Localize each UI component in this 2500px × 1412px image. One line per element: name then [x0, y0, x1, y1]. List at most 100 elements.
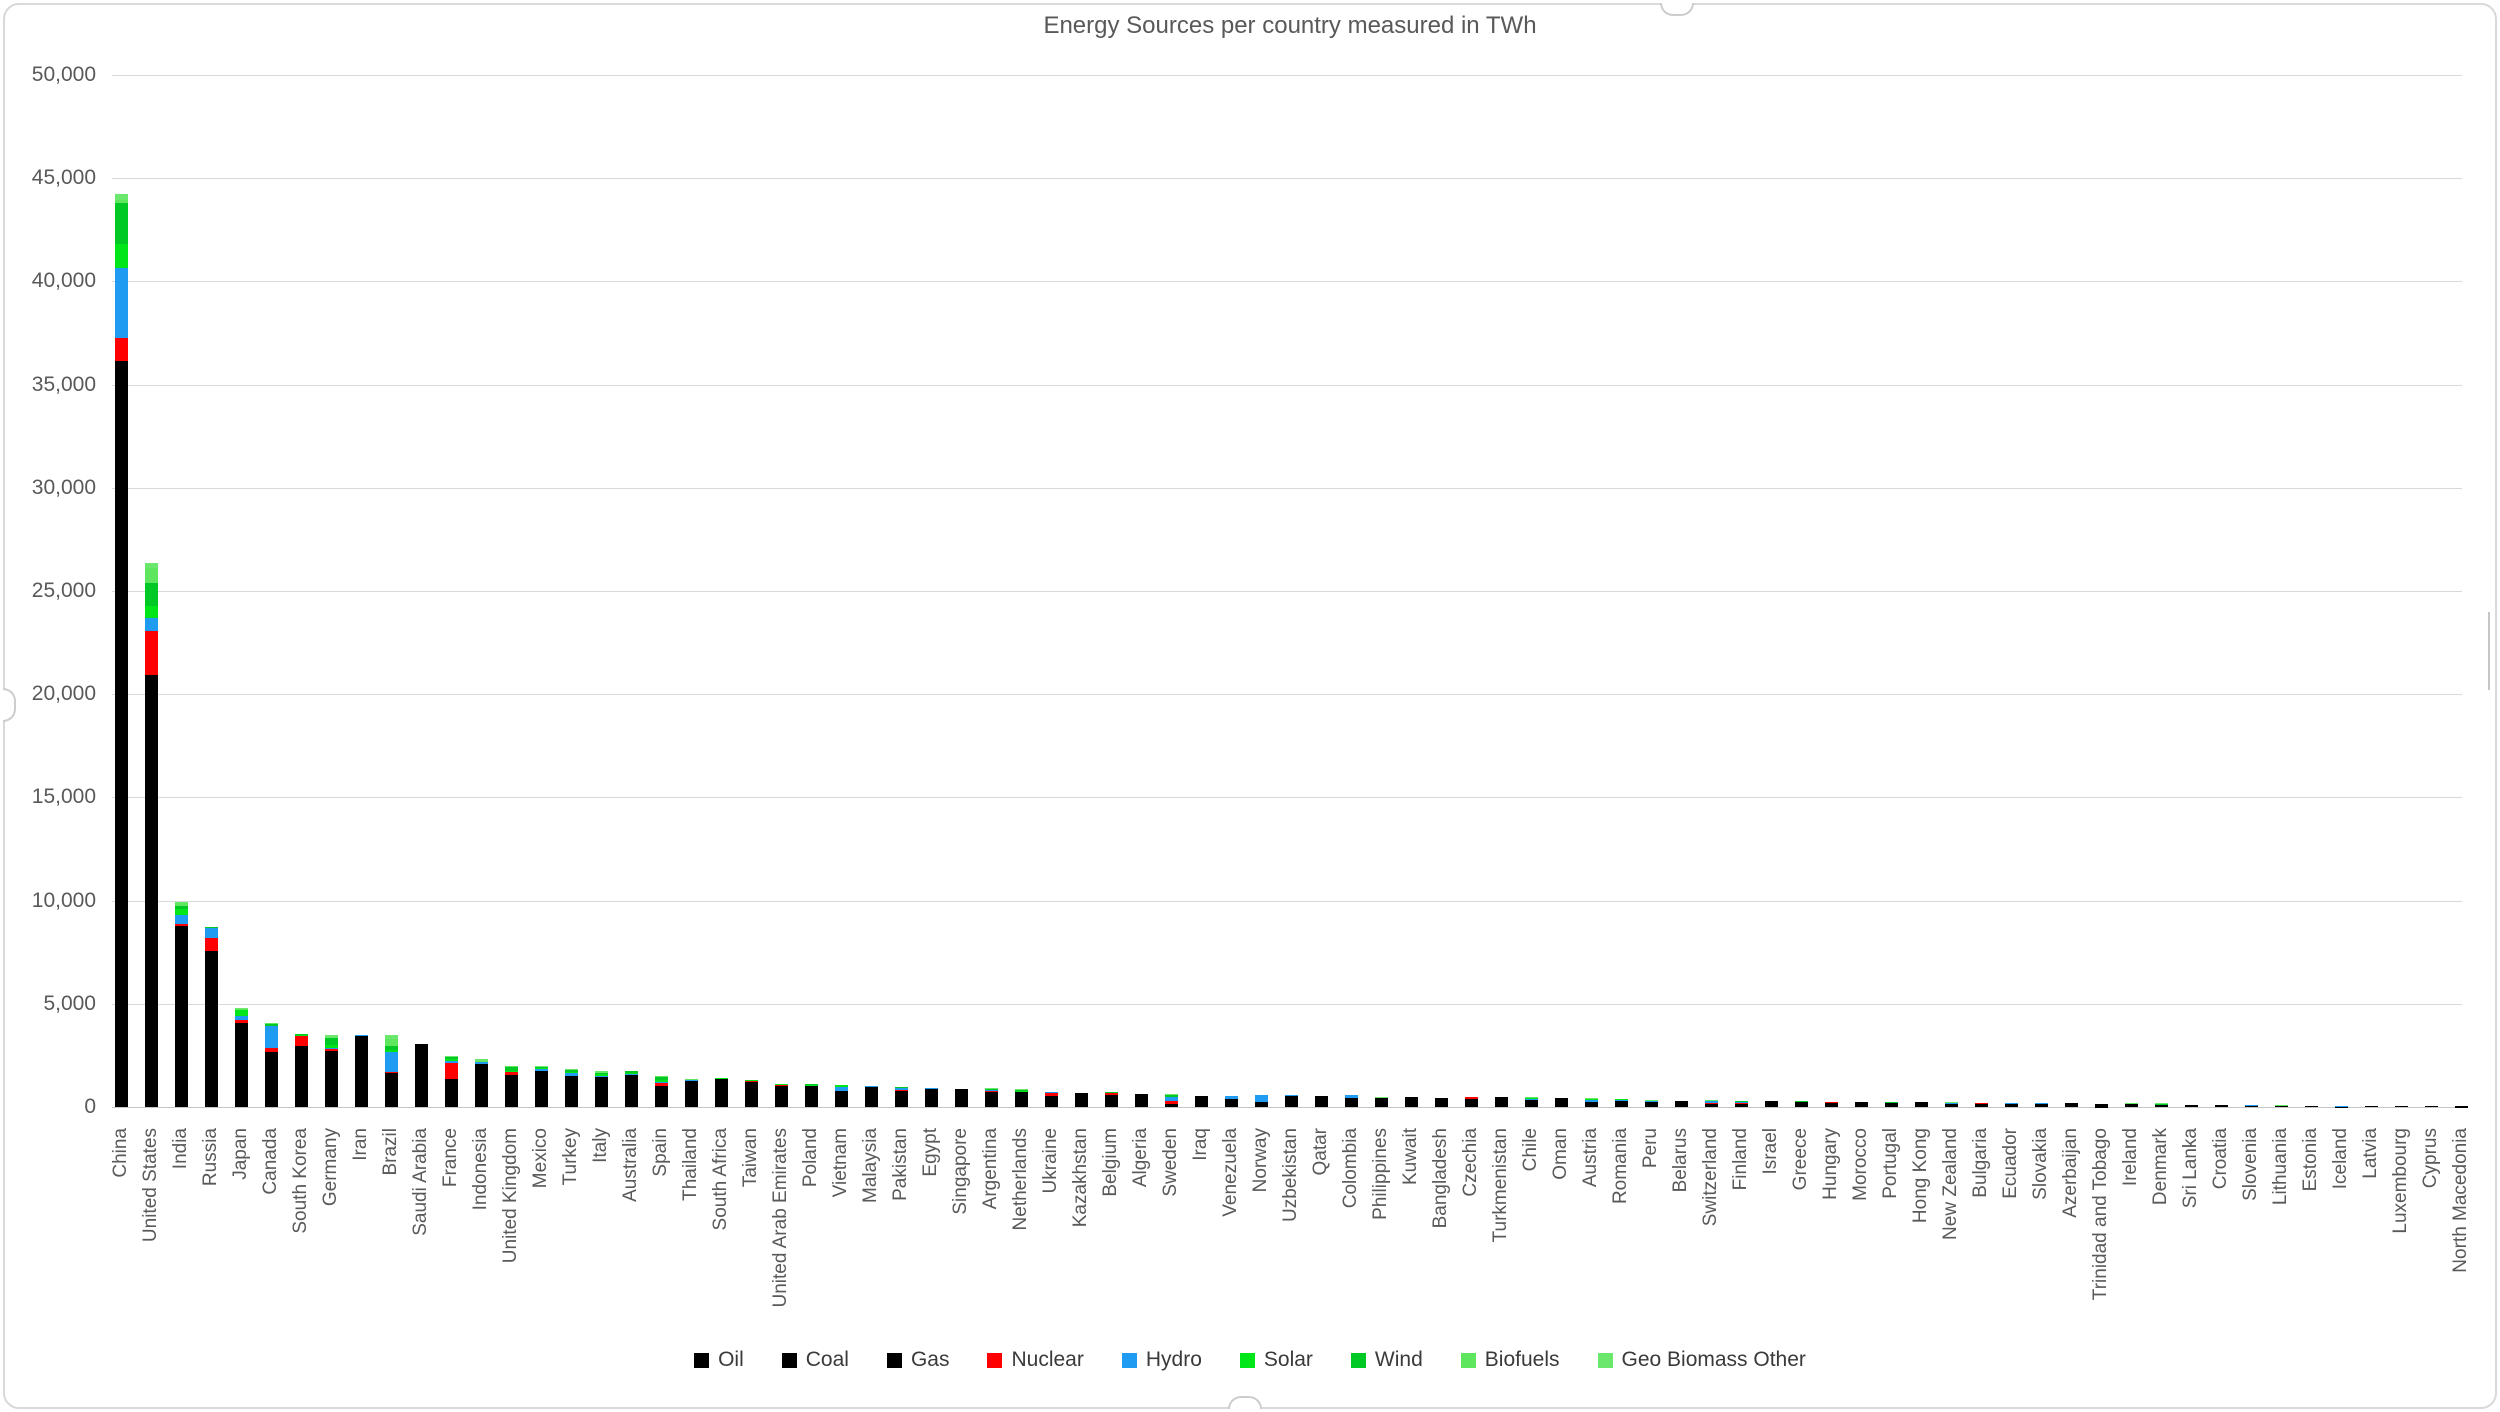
bar-croatia[interactable]: [2214, 1104, 2228, 1107]
bar-united-kingdom[interactable]: [504, 1065, 518, 1107]
bar-hungary[interactable]: [1824, 1101, 1838, 1107]
bar-segment-wind: [114, 202, 128, 245]
selection-handle-right[interactable]: [2488, 612, 2490, 690]
bar-segment-nuclear: [264, 1047, 278, 1053]
bar-greece[interactable]: [1794, 1100, 1808, 1107]
bar-canada[interactable]: [264, 1023, 278, 1107]
bar-sweden[interactable]: [1164, 1094, 1178, 1107]
bar-lithuania[interactable]: [2274, 1105, 2288, 1107]
bar-malaysia[interactable]: [864, 1085, 878, 1107]
bar-azerbaijan[interactable]: [2064, 1103, 2078, 1107]
bar-india[interactable]: [174, 901, 188, 1107]
chart-title[interactable]: Energy Sources per country measured in T…: [1043, 12, 1537, 39]
bar-egypt[interactable]: [924, 1087, 938, 1107]
bar-segment-gas: [2094, 1103, 2108, 1107]
bar-segment-coal: [444, 1087, 458, 1089]
bar-israel[interactable]: [1764, 1101, 1778, 1107]
legend-label: Wind: [1374, 1348, 1423, 1371]
bar-trinidad-and-tobago[interactable]: [2094, 1103, 2108, 1107]
bar-south-korea[interactable]: [294, 1033, 308, 1107]
bar-kazakhstan[interactable]: [1074, 1092, 1088, 1107]
bar-romania[interactable]: [1614, 1099, 1628, 1107]
bar-cyprus[interactable]: [2424, 1106, 2438, 1107]
bar-bangladesh[interactable]: [1434, 1097, 1448, 1107]
bar-china[interactable]: [114, 193, 128, 1107]
bar-iceland[interactable]: [2334, 1105, 2348, 1107]
bar-slovakia[interactable]: [2034, 1103, 2048, 1107]
bar-chile[interactable]: [1524, 1097, 1538, 1107]
bar-brazil[interactable]: [384, 1035, 398, 1107]
bar-poland[interactable]: [804, 1083, 818, 1107]
bar-uzbekistan[interactable]: [1284, 1095, 1298, 1107]
bar-indonesia[interactable]: [474, 1059, 488, 1107]
bar-belarus[interactable]: [1674, 1100, 1688, 1107]
bar-belgium[interactable]: [1104, 1091, 1118, 1107]
legend-item-coal[interactable]: Coal: [781, 1348, 849, 1372]
bar-turkmenistan[interactable]: [1494, 1097, 1508, 1107]
bar-finland[interactable]: [1734, 1100, 1748, 1107]
bar-segment-wind: [714, 1077, 728, 1079]
bar-saudi-arabia[interactable]: [414, 1044, 428, 1107]
bar-oman[interactable]: [1554, 1098, 1568, 1107]
bar-thailand[interactable]: [684, 1078, 698, 1107]
bar-qatar[interactable]: [1314, 1096, 1328, 1107]
bar-north-macedonia[interactable]: [2454, 1106, 2468, 1107]
bar-spain[interactable]: [654, 1075, 668, 1107]
legend-item-wind[interactable]: Wind: [1350, 1348, 1423, 1372]
bar-czechia[interactable]: [1464, 1096, 1478, 1107]
bar-latvia[interactable]: [2364, 1106, 2378, 1107]
x-label-south-africa: South Africa: [710, 1128, 731, 1231]
bar-estonia[interactable]: [2304, 1105, 2318, 1107]
bar-taiwan[interactable]: [744, 1080, 758, 1107]
bar-mexico[interactable]: [534, 1066, 548, 1107]
bar-australia[interactable]: [624, 1070, 638, 1107]
bar-denmark[interactable]: [2154, 1103, 2168, 1107]
bar-slovenia[interactable]: [2244, 1105, 2258, 1107]
bar-united-states[interactable]: [144, 563, 158, 1107]
bar-colombia[interactable]: [1344, 1094, 1358, 1107]
legend-item-hydro[interactable]: Hydro: [1121, 1348, 1202, 1372]
bar-algeria[interactable]: [1134, 1093, 1148, 1107]
bar-iran[interactable]: [354, 1034, 368, 1107]
bar-argentina[interactable]: [984, 1088, 998, 1107]
bar-switzerland[interactable]: [1704, 1100, 1718, 1107]
bar-segment-oil: [534, 1088, 548, 1107]
bar-sri-lanka[interactable]: [2184, 1104, 2198, 1107]
bar-france[interactable]: [444, 1055, 458, 1107]
legend-item-geo-biomass-other[interactable]: Geo Biomass Other: [1597, 1348, 1806, 1372]
bar-luxembourg[interactable]: [2394, 1106, 2408, 1107]
bar-united-arab-emirates[interactable]: [774, 1083, 788, 1107]
legend-item-nuclear[interactable]: Nuclear: [987, 1348, 1084, 1372]
bar-austria[interactable]: [1584, 1098, 1598, 1107]
bar-kuwait[interactable]: [1404, 1097, 1418, 1107]
bar-iraq[interactable]: [1194, 1095, 1208, 1107]
bar-portugal[interactable]: [1884, 1101, 1898, 1107]
bar-bulgaria[interactable]: [1974, 1102, 1988, 1107]
legend-item-gas[interactable]: Gas: [886, 1348, 949, 1372]
bar-morocco[interactable]: [1854, 1101, 1868, 1107]
bar-netherlands[interactable]: [1014, 1089, 1028, 1107]
bar-italy[interactable]: [594, 1071, 608, 1107]
bar-ukraine[interactable]: [1044, 1091, 1058, 1107]
bar-philippines[interactable]: [1374, 1096, 1388, 1107]
legend-item-biofuels[interactable]: Biofuels: [1460, 1348, 1560, 1372]
bar-pakistan[interactable]: [894, 1087, 908, 1107]
bar-ecuador[interactable]: [2004, 1102, 2018, 1107]
bar-south-africa[interactable]: [714, 1077, 728, 1107]
legend-item-oil[interactable]: Oil: [694, 1348, 744, 1372]
bar-russia[interactable]: [204, 927, 218, 1107]
bar-venezuela[interactable]: [1224, 1096, 1238, 1107]
bar-peru[interactable]: [1644, 1100, 1658, 1107]
bar-ireland[interactable]: [2124, 1103, 2138, 1107]
bar-germany[interactable]: [324, 1035, 338, 1107]
bar-vietnam[interactable]: [834, 1084, 848, 1107]
bar-japan[interactable]: [234, 1008, 248, 1107]
bar-hong-kong[interactable]: [1914, 1101, 1928, 1107]
legend-item-solar[interactable]: Solar: [1239, 1348, 1313, 1372]
bar-segment-oil: [354, 1084, 368, 1107]
bar-turkey[interactable]: [564, 1069, 578, 1107]
bar-new-zealand[interactable]: [1944, 1101, 1958, 1107]
bar-singapore[interactable]: [954, 1088, 968, 1107]
bar-segment-gas: [1194, 1095, 1208, 1098]
bar-norway[interactable]: [1254, 1094, 1268, 1107]
